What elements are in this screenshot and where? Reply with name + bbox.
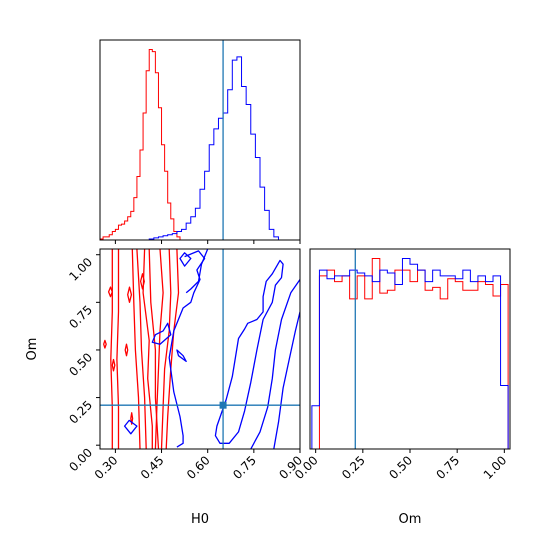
y-tick-label-Om: 0.00 [66,445,95,474]
contour-line-red [139,273,145,290]
contour-line-red [142,249,153,449]
contour-line-blue [250,279,300,449]
histogram-step-blue [311,258,509,449]
histogram-H0-series [100,49,279,240]
panel-frame-hist-H0 [99,39,301,241]
contour-line-blue [273,311,300,449]
contour-line-red [124,343,129,357]
contour-line-blue [151,322,172,345]
panel-frame-contour [99,248,301,450]
contour-line-blue [185,249,209,294]
y-tick-label-Om: 0.50 [66,350,95,379]
contour-line-red [165,249,180,449]
x-tick-label-Om: 0.50 [386,453,415,482]
x-axis-label-Om: Om [399,512,422,527]
y-tick-label-Om: 1.00 [66,255,95,284]
histogram-step-red [100,49,184,240]
x-tick-label-Om: 1.00 [481,453,510,482]
histogram-Om-series [311,258,509,449]
x-tick-label-H0: 0.45 [138,453,167,482]
contour-line-red [111,358,116,372]
y-tick-label-Om: 0.75 [66,303,95,332]
contour-line-red [127,286,133,303]
truth-marker [219,401,227,409]
contour-line-red [131,249,141,449]
contour-series [103,249,300,449]
contour-line-red [160,249,172,449]
contour-line-red [110,249,113,449]
contour-line-blue [123,419,138,435]
contour-line-red [116,249,120,449]
contour-line-blue [179,252,192,267]
contour-line-red [107,286,113,298]
x-tick-label-H0: 0.60 [184,453,213,482]
contour-line-blue [214,259,284,444]
y-tick-label-Om: 0.25 [66,398,95,427]
histogram-step-red [311,258,509,449]
contour-line-red [136,249,147,449]
contour-line-blue [176,349,187,363]
contour-line-red [154,249,164,449]
x-tick-label-H0: 0.75 [230,453,259,482]
histogram-step-blue [148,56,279,240]
x-tick-label-Om: 0.25 [339,453,368,482]
x-tick-label-Om: 0.75 [433,453,462,482]
y-axis-label-Om: Om [25,338,40,361]
x-tick-label-H0: 0.30 [92,453,121,482]
contour-line-red [103,339,107,349]
x-axis-label-H0: H0 [191,512,209,527]
